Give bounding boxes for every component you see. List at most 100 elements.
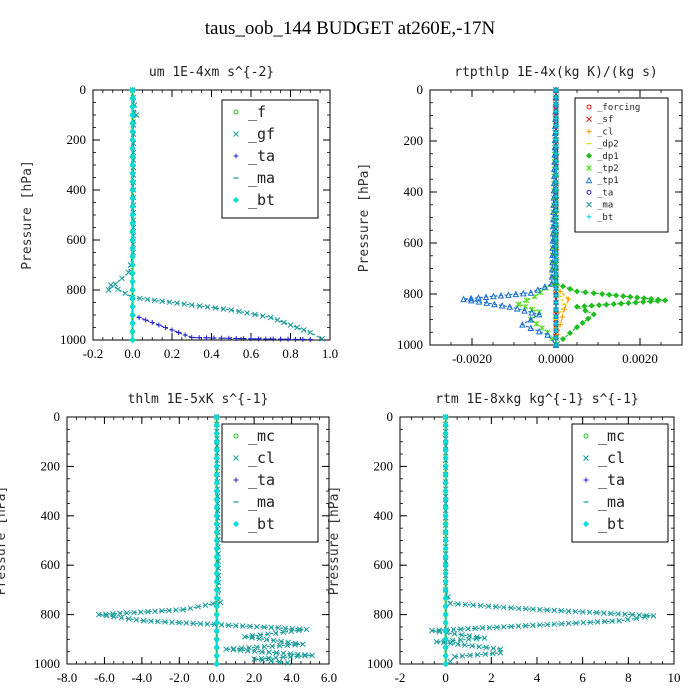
data-point xyxy=(159,608,165,614)
data-point xyxy=(553,229,559,235)
legend-item: _mc xyxy=(583,427,625,445)
data-point xyxy=(553,257,559,263)
data-point xyxy=(249,633,256,639)
legend-label: _ma xyxy=(248,169,275,187)
y-tick-label: 1000 xyxy=(60,332,86,347)
data-point xyxy=(211,335,217,341)
data-point xyxy=(189,335,195,340)
data-point xyxy=(213,628,220,635)
data-point xyxy=(634,294,641,301)
data-point xyxy=(599,290,606,298)
data-point xyxy=(473,635,480,642)
data-point xyxy=(512,290,520,298)
data-point xyxy=(284,642,291,649)
data-point xyxy=(247,623,253,630)
y-tick-label: 600 xyxy=(374,557,394,572)
data-point xyxy=(573,324,581,331)
data-point xyxy=(551,621,558,628)
data-point xyxy=(218,335,224,341)
data-point xyxy=(559,335,567,343)
data-point xyxy=(125,615,132,622)
data-point xyxy=(490,650,496,657)
data-point xyxy=(573,288,581,295)
y-tick-label: 400 xyxy=(404,184,424,199)
data-point xyxy=(616,617,623,624)
data-point xyxy=(482,651,489,657)
data-point xyxy=(213,446,220,453)
data-point xyxy=(606,291,613,298)
data-point xyxy=(129,153,136,160)
data-point xyxy=(307,329,314,336)
data-point xyxy=(553,215,559,220)
legend-marker xyxy=(585,176,593,184)
data-point xyxy=(213,644,220,651)
data-point xyxy=(620,293,627,300)
data-point xyxy=(129,195,136,202)
series-bt xyxy=(213,413,220,668)
data-point xyxy=(497,291,505,299)
legend-label: _dp2 xyxy=(597,140,619,150)
data-point xyxy=(527,315,535,323)
data-point xyxy=(213,595,220,602)
y-tick-label: 200 xyxy=(404,133,424,148)
legend-label: _ta xyxy=(248,471,275,489)
data-point xyxy=(213,586,220,593)
data-point xyxy=(156,322,162,328)
data-point xyxy=(490,645,497,652)
x-tick-label: 8 xyxy=(625,670,632,685)
data-point xyxy=(585,315,592,322)
data-point xyxy=(622,611,628,618)
data-point xyxy=(129,286,136,294)
data-point xyxy=(553,179,559,185)
legend: _f _gf _ta _ma _bt xyxy=(221,99,319,219)
data-point xyxy=(442,471,449,478)
data-point xyxy=(129,336,136,344)
x-tick-label: -2.0 xyxy=(169,670,190,685)
data-point xyxy=(252,311,258,318)
data-point xyxy=(553,328,559,334)
data-point xyxy=(152,608,158,615)
data-point xyxy=(513,305,521,312)
data-point xyxy=(107,282,114,288)
data-point xyxy=(537,606,543,613)
legend-item: _f xyxy=(233,103,266,121)
y-tick-label: 0 xyxy=(387,409,394,424)
data-point xyxy=(533,320,540,327)
data-point xyxy=(268,658,274,664)
data-point xyxy=(477,602,484,609)
data-point xyxy=(133,616,140,623)
data-point xyxy=(302,652,308,659)
data-point xyxy=(529,622,536,629)
data-point xyxy=(287,322,294,328)
x-tick-label: -8.0 xyxy=(57,670,78,685)
data-point xyxy=(640,298,647,306)
data-point xyxy=(642,614,648,620)
data-point xyxy=(553,122,559,128)
data-point xyxy=(140,617,147,624)
data-point xyxy=(195,603,201,610)
data-point xyxy=(442,455,449,462)
data-point xyxy=(553,115,559,121)
legend-label: _ta xyxy=(597,188,613,198)
data-point xyxy=(213,619,220,626)
data-point xyxy=(544,621,551,628)
x-tick-label: -4.0 xyxy=(132,670,153,685)
data-point xyxy=(223,646,229,653)
data-point xyxy=(217,599,224,606)
data-point xyxy=(615,611,621,617)
legend-marker xyxy=(583,455,589,461)
legend-label: _ma xyxy=(597,201,613,211)
data-point xyxy=(129,136,136,144)
data-point xyxy=(470,602,476,608)
data-point xyxy=(287,653,294,660)
data-point xyxy=(553,243,559,249)
x-tick-label: 4 xyxy=(534,670,541,685)
data-point xyxy=(442,479,449,486)
data-point xyxy=(129,178,136,185)
legend-item: _ma xyxy=(233,169,275,187)
data-point xyxy=(294,653,301,660)
data-point xyxy=(174,300,180,306)
x-tick-label: -2 xyxy=(395,670,406,685)
x-tick-label: -0.2 xyxy=(83,346,104,361)
data-point xyxy=(173,607,179,613)
